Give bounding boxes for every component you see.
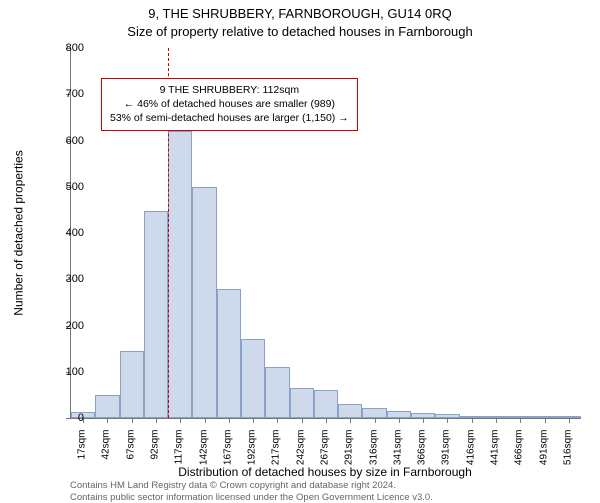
histogram-bar — [290, 388, 314, 418]
x-tick — [350, 418, 351, 423]
histogram-bar — [241, 339, 265, 418]
histogram-bar — [192, 187, 216, 418]
x-tick — [277, 418, 278, 423]
x-tick-label: 516sqm — [562, 430, 573, 470]
footer-line2: Contains public sector information licen… — [70, 492, 433, 503]
x-tick-label: 67sqm — [125, 430, 136, 470]
y-tick-label: 400 — [44, 227, 84, 239]
x-tick — [205, 418, 206, 423]
histogram-bar — [265, 367, 289, 418]
x-tick-label: 167sqm — [222, 430, 233, 470]
x-tick — [520, 418, 521, 423]
histogram-bar — [387, 411, 411, 418]
x-tick-label: 267sqm — [320, 430, 331, 470]
y-tick-label: 100 — [44, 366, 84, 378]
x-tick-label: 192sqm — [247, 430, 258, 470]
x-tick-label: 17sqm — [77, 430, 88, 470]
plot-area: 9 THE SHRUBBERY: 112sqm ← 46% of detache… — [70, 48, 581, 419]
x-tick-label: 217sqm — [271, 430, 282, 470]
x-tick — [569, 418, 570, 423]
y-tick-label: 300 — [44, 273, 84, 285]
annotation-line1: 9 THE SHRUBBERY: 112sqm — [110, 83, 349, 97]
x-tick-label: 117sqm — [174, 430, 185, 470]
x-tick — [229, 418, 230, 423]
x-tick — [156, 418, 157, 423]
x-tick — [302, 418, 303, 423]
histogram-bar — [168, 131, 192, 418]
x-tick — [423, 418, 424, 423]
y-tick-label: 800 — [44, 42, 84, 54]
x-tick-label: 466sqm — [514, 430, 525, 470]
y-axis-label-container: Number of detached properties — [12, 48, 26, 418]
x-tick-label: 291sqm — [344, 430, 355, 470]
y-tick-label: 500 — [44, 181, 84, 193]
x-tick — [132, 418, 133, 423]
y-tick-label: 700 — [44, 88, 84, 100]
x-tick — [472, 418, 473, 423]
histogram-bar — [338, 404, 362, 418]
x-tick — [326, 418, 327, 423]
chart-title-subtitle: Size of property relative to detached ho… — [0, 24, 600, 39]
y-tick-label: 200 — [44, 320, 84, 332]
x-tick — [375, 418, 376, 423]
histogram-bar — [95, 395, 119, 418]
annotation-box: 9 THE SHRUBBERY: 112sqm ← 46% of detache… — [101, 78, 358, 131]
x-tick-label: 491sqm — [538, 430, 549, 470]
annotation-line2: ← 46% of detached houses are smaller (98… — [110, 97, 349, 111]
x-tick — [180, 418, 181, 423]
x-tick — [496, 418, 497, 423]
y-axis-label: Number of detached properties — [12, 150, 26, 315]
footer-line1: Contains HM Land Registry data © Crown c… — [70, 480, 396, 491]
x-tick-label: 441sqm — [490, 430, 501, 470]
y-tick-label: 600 — [44, 135, 84, 147]
x-tick-label: 42sqm — [101, 430, 112, 470]
x-tick-label: 316sqm — [368, 430, 379, 470]
histogram-bar — [362, 408, 386, 418]
chart-title-address: 9, THE SHRUBBERY, FARNBOROUGH, GU14 0RQ — [0, 6, 600, 21]
x-tick — [253, 418, 254, 423]
x-tick-label: 416sqm — [465, 430, 476, 470]
x-tick — [545, 418, 546, 423]
x-tick — [399, 418, 400, 423]
histogram-bar — [217, 289, 241, 418]
x-tick-label: 391sqm — [441, 430, 452, 470]
x-tick — [447, 418, 448, 423]
x-tick-label: 341sqm — [392, 430, 403, 470]
x-tick-label: 366sqm — [417, 430, 428, 470]
x-tick-label: 92sqm — [150, 430, 161, 470]
histogram-bar — [120, 351, 144, 418]
y-tick-label: 0 — [44, 412, 84, 424]
x-tick — [107, 418, 108, 423]
x-tick-label: 242sqm — [295, 430, 306, 470]
histogram-bar — [314, 390, 338, 418]
annotation-line3: 53% of semi-detached houses are larger (… — [110, 111, 349, 125]
x-tick-label: 142sqm — [198, 430, 209, 470]
histogram-bar — [144, 211, 168, 418]
